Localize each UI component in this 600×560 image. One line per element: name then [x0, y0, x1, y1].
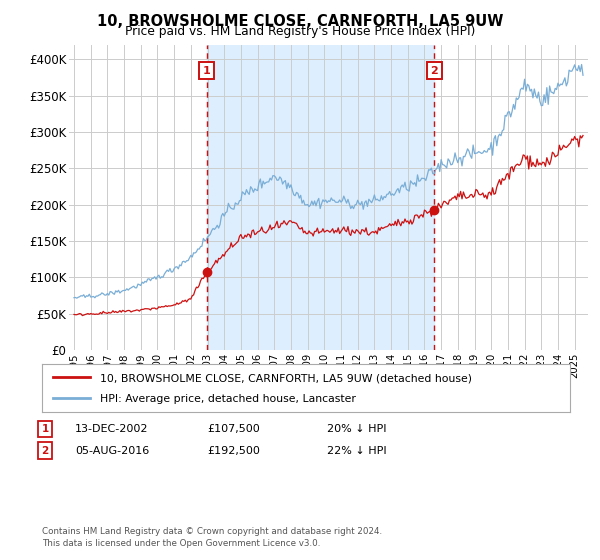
Text: 10, BROWSHOLME CLOSE, CARNFORTH, LA5 9UW (detached house): 10, BROWSHOLME CLOSE, CARNFORTH, LA5 9UW…: [100, 374, 472, 383]
Text: Contains HM Land Registry data © Crown copyright and database right 2024.
This d: Contains HM Land Registry data © Crown c…: [42, 527, 382, 548]
Text: 20% ↓ HPI: 20% ↓ HPI: [327, 424, 386, 434]
Text: 1: 1: [41, 424, 49, 434]
Text: 1: 1: [203, 66, 211, 76]
Text: 2: 2: [41, 446, 49, 456]
Text: HPI: Average price, detached house, Lancaster: HPI: Average price, detached house, Lanc…: [100, 394, 356, 404]
Text: Price paid vs. HM Land Registry's House Price Index (HPI): Price paid vs. HM Land Registry's House …: [125, 25, 475, 38]
Text: 2: 2: [430, 66, 438, 76]
Text: 10, BROWSHOLME CLOSE, CARNFORTH, LA5 9UW: 10, BROWSHOLME CLOSE, CARNFORTH, LA5 9UW: [97, 14, 503, 29]
Text: 22% ↓ HPI: 22% ↓ HPI: [327, 446, 386, 456]
Text: £107,500: £107,500: [207, 424, 260, 434]
Text: 05-AUG-2016: 05-AUG-2016: [75, 446, 149, 456]
Bar: [207, 45, 434, 350]
Text: £192,500: £192,500: [207, 446, 260, 456]
Text: 13-DEC-2002: 13-DEC-2002: [75, 424, 149, 434]
